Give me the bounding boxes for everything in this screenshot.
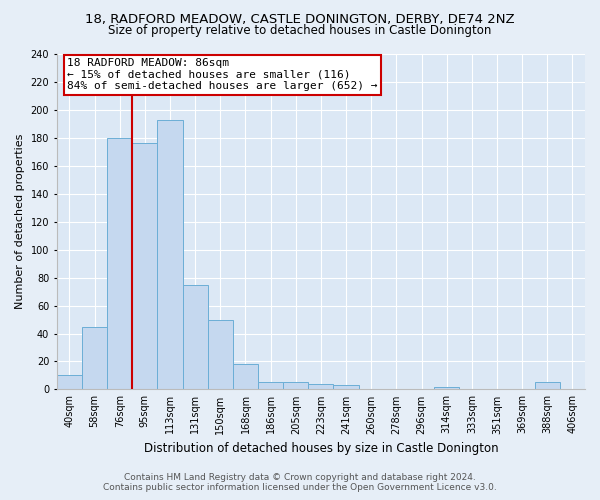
Text: Contains HM Land Registry data © Crown copyright and database right 2024.
Contai: Contains HM Land Registry data © Crown c… <box>103 473 497 492</box>
X-axis label: Distribution of detached houses by size in Castle Donington: Distribution of detached houses by size … <box>143 442 498 455</box>
Bar <box>283 382 308 390</box>
Bar <box>182 284 208 390</box>
Bar <box>157 120 182 390</box>
Text: 18, RADFORD MEADOW, CASTLE DONINGTON, DERBY, DE74 2NZ: 18, RADFORD MEADOW, CASTLE DONINGTON, DE… <box>85 12 515 26</box>
Bar <box>57 376 82 390</box>
Bar <box>258 382 283 390</box>
Text: 18 RADFORD MEADOW: 86sqm
← 15% of detached houses are smaller (116)
84% of semi-: 18 RADFORD MEADOW: 86sqm ← 15% of detach… <box>67 58 377 92</box>
Bar <box>208 320 233 390</box>
Bar <box>82 326 107 390</box>
Bar <box>107 138 132 390</box>
Bar <box>535 382 560 390</box>
Bar <box>334 385 359 390</box>
Y-axis label: Number of detached properties: Number of detached properties <box>15 134 25 310</box>
Bar <box>434 386 459 390</box>
Bar <box>233 364 258 390</box>
Text: Size of property relative to detached houses in Castle Donington: Size of property relative to detached ho… <box>109 24 491 37</box>
Bar <box>308 384 334 390</box>
Bar <box>132 144 157 390</box>
